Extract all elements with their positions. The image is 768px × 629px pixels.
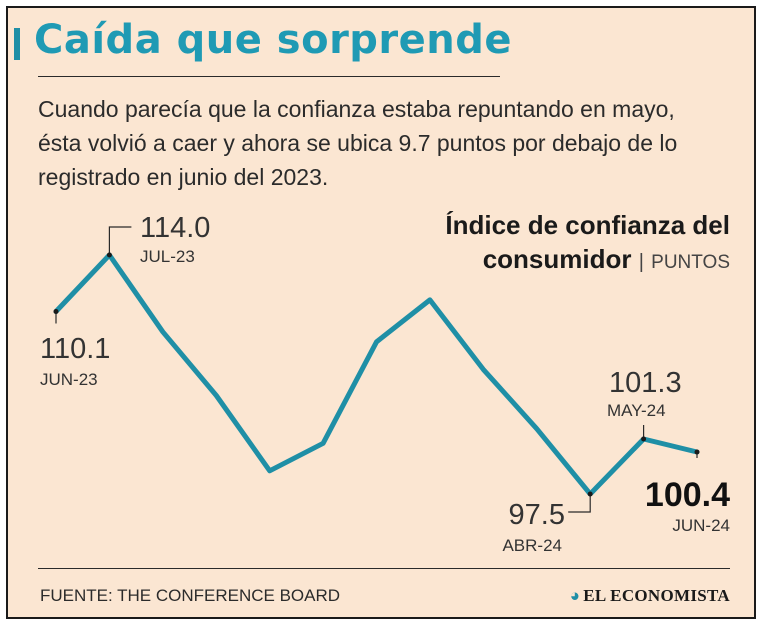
footer-divider	[38, 568, 730, 569]
value-label-abr-24: 97.5	[509, 499, 565, 531]
date-label-abr-24: ABR-24	[502, 536, 562, 555]
chart-title: Índice de confianza del consumidor | PUN…	[445, 208, 730, 280]
chart-unit: PUNTOS	[651, 252, 730, 273]
title-divider	[38, 76, 500, 77]
marker-may-24	[641, 436, 647, 442]
chart-title-line2: consumidor	[482, 244, 632, 274]
value-label-jul-23: 114.0	[140, 212, 210, 244]
date-label-may-24: MAY-24	[607, 401, 666, 420]
page-title: Caída que sorprende	[34, 17, 513, 63]
infographic-card	[6, 6, 756, 619]
title-accent-bar	[14, 28, 20, 60]
leader-line-abr-24	[568, 494, 591, 513]
source-note: FUENTE: THE CONFERENCE BOARD	[40, 586, 341, 605]
brand-logo: ◕ EL ECONOMISTA	[570, 586, 730, 606]
marker-jun-24	[694, 449, 700, 455]
marker-jul-23	[106, 252, 112, 258]
value-label-jun-24: 100.4	[645, 476, 730, 514]
brand-name: EL ECONOMISTA	[583, 586, 730, 605]
date-label-jun-24: JUN-24	[672, 516, 730, 535]
date-label-jul-23: JUL-23	[140, 247, 195, 266]
subtitle: Cuando parecía que la confianza estaba r…	[38, 96, 678, 190]
date-label-jun-23: JUN-23	[40, 370, 98, 389]
marker-jun-23	[53, 308, 59, 314]
chart-title-separator: |	[638, 251, 644, 273]
chart-title-line1: Índice de confianza del	[445, 210, 730, 240]
globe-icon: ◕	[569, 586, 581, 605]
value-label-may-24: 101.3	[609, 367, 682, 399]
leader-line-jul-23	[108, 226, 132, 255]
series-line	[53, 252, 700, 497]
value-label-jun-23: 110.1	[40, 333, 110, 365]
marker-abr-24	[587, 491, 593, 497]
